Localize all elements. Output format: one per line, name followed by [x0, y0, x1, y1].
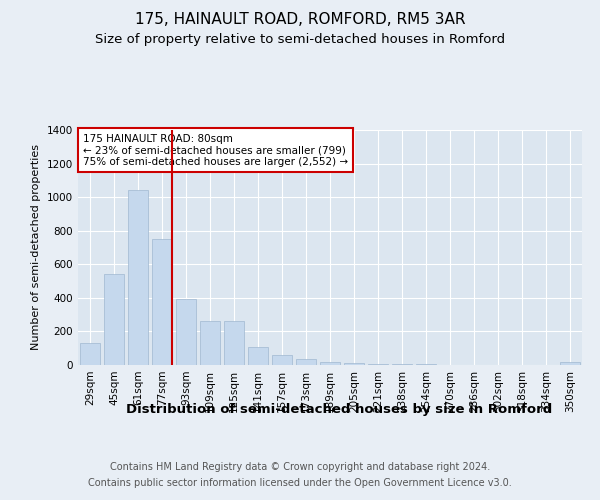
Text: Distribution of semi-detached houses by size in Romford: Distribution of semi-detached houses by …	[126, 402, 552, 415]
Bar	[200, 322, 220, 365]
Text: Contains HM Land Registry data © Crown copyright and database right 2024.: Contains HM Land Registry data © Crown c…	[110, 462, 490, 472]
Bar	[368, 364, 388, 365]
Text: 175, HAINAULT ROAD, ROMFORD, RM5 3AR: 175, HAINAULT ROAD, ROMFORD, RM5 3AR	[135, 12, 465, 28]
Bar	[560, 362, 580, 365]
Y-axis label: Number of semi-detached properties: Number of semi-detached properties	[31, 144, 41, 350]
Bar	[392, 364, 412, 365]
Bar	[80, 343, 100, 365]
Text: Size of property relative to semi-detached houses in Romford: Size of property relative to semi-detach…	[95, 32, 505, 46]
Bar	[272, 355, 292, 365]
Bar	[128, 190, 148, 365]
Bar	[176, 298, 196, 365]
Bar	[248, 346, 268, 365]
Bar	[104, 274, 124, 365]
Bar	[416, 364, 436, 365]
Text: 175 HAINAULT ROAD: 80sqm
← 23% of semi-detached houses are smaller (799)
75% of : 175 HAINAULT ROAD: 80sqm ← 23% of semi-d…	[83, 134, 348, 166]
Bar	[224, 322, 244, 365]
Bar	[296, 359, 316, 365]
Bar	[344, 364, 364, 365]
Bar	[320, 362, 340, 365]
Text: Contains public sector information licensed under the Open Government Licence v3: Contains public sector information licen…	[88, 478, 512, 488]
Bar	[152, 239, 172, 365]
